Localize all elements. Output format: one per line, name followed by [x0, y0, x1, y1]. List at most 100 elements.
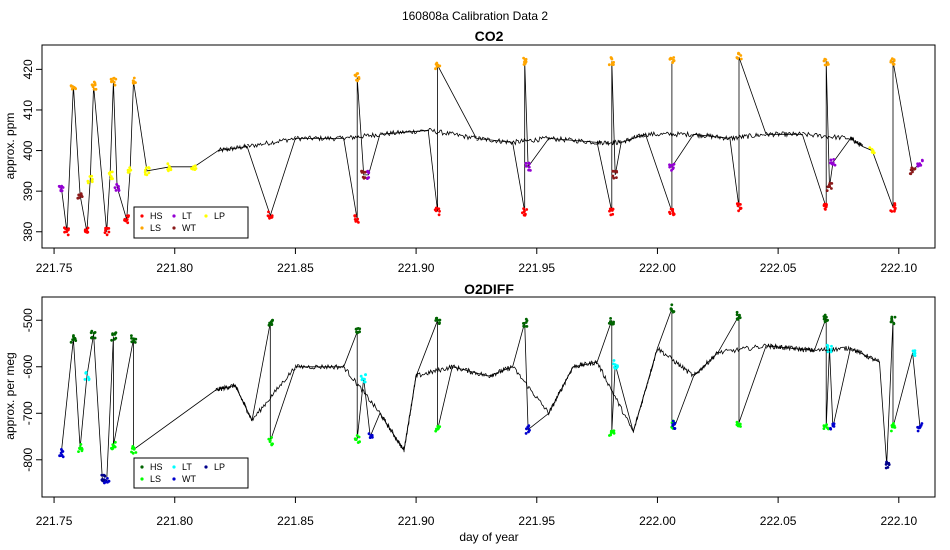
cluster-dot — [114, 336, 118, 340]
data-point-lt — [668, 162, 676, 172]
cluster-dot — [824, 202, 828, 206]
cluster-dot — [169, 168, 173, 172]
cluster-dot — [825, 189, 829, 193]
cluster-dot — [438, 318, 442, 322]
cluster-dot — [112, 77, 115, 80]
data-point-ls — [109, 76, 118, 87]
legend-label-hs: HS — [150, 211, 163, 221]
baseline-trace — [596, 362, 634, 431]
x-tick-label: 221.80 — [156, 261, 193, 275]
data-point-wt — [76, 192, 84, 200]
cluster-dot — [672, 59, 676, 63]
cluster-dot — [527, 168, 530, 172]
data-point-lt — [916, 158, 924, 168]
cluster-dot — [117, 187, 120, 190]
baseline-trace — [717, 343, 767, 355]
data-point-hs — [434, 316, 442, 325]
x-tick-label: 221.90 — [398, 261, 435, 275]
data-point-hs — [607, 317, 615, 326]
baseline-trace — [295, 363, 345, 371]
y-tick-label: 420 — [21, 59, 35, 79]
o2diff-panel: O2DIFF approx. per meg 221.75 221.80 221.8… — [3, 281, 936, 528]
cluster-dot — [354, 74, 358, 78]
cluster-dot — [355, 219, 359, 223]
cluster-dot — [130, 336, 133, 340]
data-point-wt — [829, 422, 836, 431]
cluster-dot — [833, 163, 837, 167]
cluster-dot — [527, 165, 531, 169]
cluster-dot — [739, 57, 743, 61]
data-point-hs — [130, 334, 138, 344]
cluster-dot — [77, 450, 80, 453]
cluster-dot — [612, 320, 615, 324]
cluster-dot — [84, 371, 88, 375]
data-point-hs — [889, 202, 897, 213]
cluster-dot — [738, 316, 742, 320]
cluster-dot — [672, 162, 676, 166]
data-point-hs — [123, 214, 130, 225]
data-point-lt — [57, 184, 65, 193]
cluster-dot — [60, 453, 64, 457]
cluster-dot — [106, 477, 109, 480]
cluster-dot — [67, 227, 70, 231]
cluster-dot — [919, 163, 923, 167]
cluster-dot — [129, 168, 132, 172]
cluster-dot — [610, 61, 614, 65]
cluster-dot — [868, 146, 872, 150]
cluster-dot — [892, 58, 896, 61]
cluster-dot — [100, 478, 104, 481]
cluster-dot — [830, 344, 833, 348]
data-point-hs — [433, 206, 441, 217]
cluster-dot — [826, 426, 829, 430]
cluster-dot — [434, 62, 438, 66]
baseline-trace — [451, 364, 489, 377]
data-point-lp — [190, 164, 198, 172]
data-point-lp — [868, 146, 876, 155]
baseline-trace — [379, 129, 429, 137]
cluster-dot — [364, 373, 367, 377]
cluster-dot — [522, 207, 525, 211]
cluster-dot — [613, 363, 617, 367]
legend-box — [133, 206, 249, 239]
data-point-lp — [100, 473, 107, 483]
cluster-dot — [59, 189, 63, 193]
cluster-dot — [434, 209, 438, 213]
baseline-trace — [295, 134, 345, 142]
legend-label-wt: WT — [182, 223, 196, 233]
data-point-ls — [90, 80, 98, 91]
cluster-dot — [94, 87, 98, 91]
cluster-dot — [886, 466, 890, 469]
cluster-dot — [80, 446, 84, 450]
data-point-ls — [522, 56, 528, 66]
cluster-dot — [893, 426, 897, 429]
data-point-wt — [360, 169, 367, 180]
cluster-dot — [524, 164, 528, 168]
cluster-dot — [270, 436, 273, 439]
cluster-dot — [357, 77, 361, 81]
cluster-dot — [908, 172, 912, 176]
cluster-dot — [738, 422, 742, 426]
cluster-dot — [132, 446, 136, 449]
cluster-dot — [870, 147, 874, 151]
cluster-dot — [70, 87, 74, 91]
cluster-dot — [735, 313, 739, 317]
cluster-dot — [77, 193, 81, 197]
cluster-dot — [125, 218, 129, 222]
data-point-ls — [131, 76, 137, 85]
data-point-hs — [110, 331, 118, 342]
data-point-lt — [524, 161, 532, 172]
x-tick-label: 222.00 — [639, 261, 676, 275]
co2-plot-frame — [41, 44, 936, 249]
cluster-dot — [917, 426, 921, 430]
figure-suptitle: 160808a Calibration Data 2 — [402, 9, 548, 23]
data-point-lt — [911, 349, 917, 357]
legend-label-lt: LT — [182, 211, 192, 221]
cluster-dot — [892, 422, 895, 425]
cluster-dot — [610, 429, 614, 433]
cluster-dot — [90, 336, 93, 340]
co2-legend: HS LS LT WT LP — [133, 206, 249, 239]
cluster-dot — [522, 63, 526, 66]
data-point-hs — [668, 207, 676, 217]
y-tick-label: 410 — [21, 100, 35, 120]
cluster-dot — [109, 177, 113, 181]
